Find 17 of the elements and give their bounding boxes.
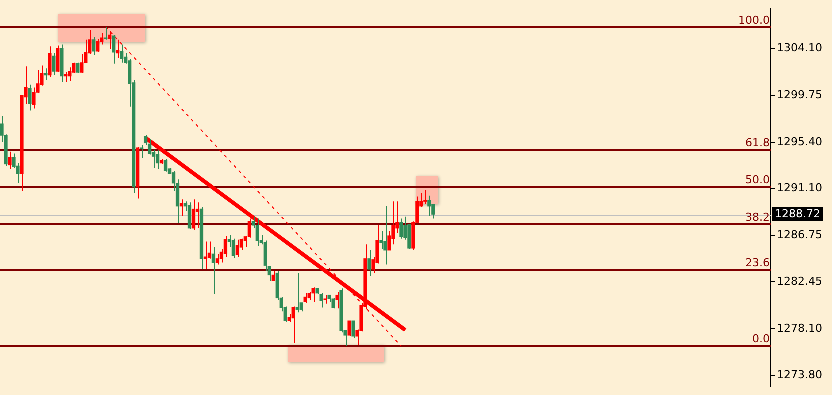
- candlestick: [140, 144, 144, 160]
- annotation: 100.0: [738, 14, 770, 27]
- y-tick-label: 1282.45: [777, 275, 822, 288]
- ref-line-label: 1288.72: [775, 207, 820, 220]
- annotation: 0.0: [752, 332, 770, 346]
- y-tick-label: 1291.10: [777, 182, 822, 195]
- candlestick: [324, 294, 328, 304]
- y-tick-label: 1295.40: [777, 135, 822, 148]
- annotation: 23.6: [746, 256, 770, 270]
- y-tick-label: 1273.80: [777, 368, 822, 382]
- y-tick-label: 1278.10: [777, 322, 822, 336]
- annotation: 38.2: [746, 210, 770, 224]
- annotation: 61.8: [746, 136, 770, 150]
- y-tick-label: 1299.75: [777, 88, 822, 102]
- annotation: 50.0: [746, 174, 770, 187]
- y-tick-label: 1304.10: [777, 41, 822, 54]
- y-tick-label: 1286.75: [777, 228, 822, 242]
